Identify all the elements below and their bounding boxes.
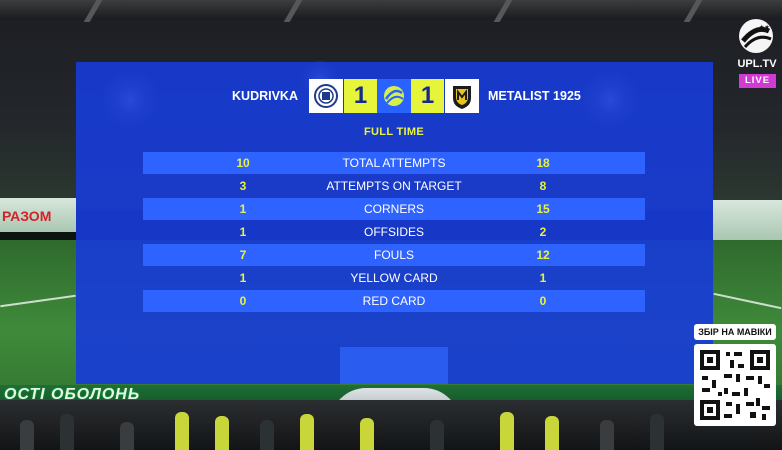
upl-ball-icon: ★★ — [739, 19, 773, 53]
stat-row: 1 CORNERS 15 — [143, 198, 645, 220]
stat-away-value: 15 — [536, 202, 550, 216]
stat-home-value: 1 — [239, 271, 247, 285]
steward — [300, 414, 314, 450]
steward — [215, 416, 229, 450]
stat-label: TOTAL ATTEMPTS — [342, 156, 446, 170]
spectator — [650, 414, 664, 450]
qr-code-icon[interactable] — [694, 344, 776, 426]
spectator — [120, 422, 134, 450]
spectator — [20, 420, 34, 450]
bottom-ad-text: ОСТІ ОБОЛОНЬ — [4, 386, 141, 403]
home-crest-icon — [309, 79, 343, 113]
stat-label: RED CARD — [362, 294, 426, 308]
stat-home-value: 0 — [239, 294, 247, 308]
steward — [175, 412, 189, 450]
stat-label: CORNERS — [363, 202, 424, 216]
stat-away-value: 12 — [536, 248, 550, 262]
right-ad-board — [713, 200, 782, 240]
stat-label: YELLOW CARD — [350, 271, 438, 285]
stat-row: 10 TOTAL ATTEMPTS 18 — [143, 152, 645, 174]
stat-away-value: 0 — [539, 294, 547, 308]
stat-away-value: 18 — [536, 156, 550, 170]
stat-row: 3 ATTEMPTS ON TARGET 8 — [143, 175, 645, 197]
steward — [360, 418, 374, 450]
stat-away-value: 8 — [539, 179, 547, 193]
stat-label: FOULS — [373, 248, 414, 262]
stat-row: 0 RED CARD 0 — [143, 290, 645, 312]
home-team-name: KUDRIVKA — [232, 89, 298, 103]
crowd — [0, 400, 782, 450]
stat-label: ATTEMPTS ON TARGET — [326, 179, 462, 193]
stat-row: 7 FOULS 12 — [143, 244, 645, 266]
stat-label: OFFSIDES — [363, 225, 424, 239]
left-ad-text: РАЗОМ — [2, 208, 52, 224]
panel-bottom-tab — [340, 347, 448, 384]
spectator — [600, 420, 614, 450]
live-badge: LIVE — [739, 74, 776, 88]
spectator — [260, 420, 274, 450]
qr-label: ЗБІР НА МАВІКИ — [694, 324, 776, 340]
spectator — [60, 414, 74, 450]
away-team-name: METALIST 1925 — [488, 89, 581, 103]
steward — [545, 416, 559, 450]
stats-panel — [76, 62, 713, 384]
stat-home-value: 1 — [239, 225, 247, 239]
stat-home-value: 10 — [236, 156, 250, 170]
spectator — [430, 420, 444, 450]
stat-home-value: 3 — [239, 179, 247, 193]
away-crest-icon — [445, 79, 479, 113]
stat-away-value: 2 — [539, 225, 547, 239]
broadcaster-logo-text: UPL.TV — [737, 58, 777, 70]
match-status: FULL TIME — [364, 126, 424, 138]
stadium-roof — [0, 0, 782, 18]
stat-row: 1 YELLOW CARD 1 — [143, 267, 645, 289]
stat-home-value: 1 — [239, 202, 247, 216]
stat-row: 1 OFFSIDES 2 — [143, 221, 645, 243]
steward — [500, 412, 514, 450]
stat-home-value: 7 — [239, 248, 247, 262]
svg-text:★★: ★★ — [759, 24, 770, 31]
home-score: 1 — [344, 79, 377, 113]
left-ad-board — [0, 198, 76, 232]
away-score: 1 — [411, 79, 444, 113]
league-logo-icon — [377, 79, 411, 113]
stat-away-value: 1 — [539, 271, 547, 285]
